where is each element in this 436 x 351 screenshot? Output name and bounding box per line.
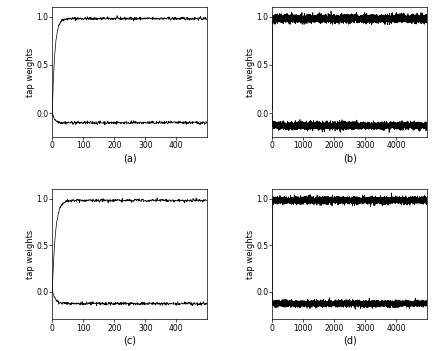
X-axis label: (d): (d) — [343, 335, 357, 345]
X-axis label: (c): (c) — [123, 335, 136, 345]
X-axis label: (b): (b) — [343, 153, 357, 163]
X-axis label: (a): (a) — [123, 153, 136, 163]
Y-axis label: tap weights: tap weights — [245, 47, 255, 97]
Y-axis label: tap weights: tap weights — [26, 230, 34, 279]
Y-axis label: tap weights: tap weights — [245, 230, 255, 279]
Y-axis label: tap weights: tap weights — [26, 47, 34, 97]
